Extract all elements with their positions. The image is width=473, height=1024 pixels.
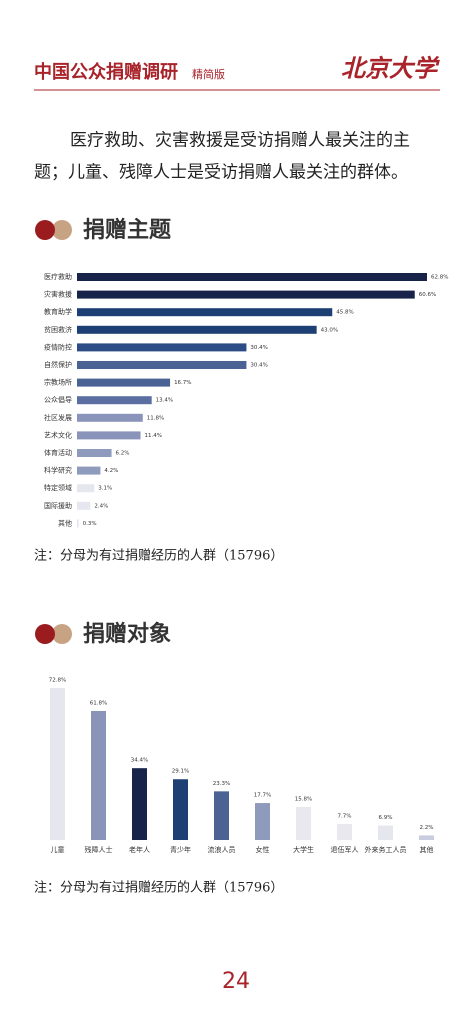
value-label: 29.1%	[172, 769, 189, 775]
bar	[77, 519, 79, 528]
value-label: 7.7%	[338, 813, 352, 819]
paragraph-line: 医疗救助、灾害救援是受访捐赠人最关注的主	[70, 131, 410, 151]
bar	[77, 413, 143, 422]
y-tick-label: 公众倡导	[44, 395, 72, 404]
bar	[50, 688, 65, 840]
y-tick-label: 宗教场所	[44, 378, 72, 387]
value-label: 3.1%	[98, 486, 112, 492]
bar	[77, 273, 427, 281]
y-tick-label: 疫情防控	[44, 342, 72, 351]
x-tick-label: 退伍军人	[331, 845, 359, 854]
x-tick-label: 外来务工人员	[365, 845, 407, 854]
header-subtitle: 精简版	[192, 67, 225, 81]
y-tick-label: 教育助学	[44, 307, 72, 316]
value-label: 17.7%	[254, 793, 271, 799]
value-label: 0.3%	[83, 521, 97, 527]
y-tick-label: 灾害救援	[44, 290, 72, 299]
bar	[296, 807, 311, 840]
bar	[77, 449, 112, 457]
value-label: 11.8%	[147, 415, 164, 421]
value-label: 61.8%	[90, 700, 107, 706]
bar	[337, 823, 352, 840]
header-title: 中国公众捐赠调研	[34, 61, 178, 83]
value-label: 11.4%	[145, 433, 162, 439]
x-tick-label: 大学生	[293, 845, 314, 854]
x-tick-label: 其他	[420, 845, 434, 854]
bar	[77, 396, 152, 405]
bar	[132, 768, 147, 840]
value-label: 23.3%	[213, 781, 230, 787]
header-logo: 北京大学	[341, 54, 440, 83]
bar	[173, 779, 188, 840]
x-tick-label: 儿童	[51, 845, 65, 854]
y-tick-label: 特定领域	[44, 483, 72, 492]
y-tick-label: 科学研究	[44, 466, 72, 475]
y-tick-label: 贫困救济	[44, 325, 72, 334]
value-label: 62.8%	[431, 275, 448, 281]
bar	[255, 803, 270, 840]
bar	[91, 710, 106, 840]
value-label: 2.4%	[94, 503, 108, 509]
bar	[419, 835, 434, 840]
bar	[77, 325, 317, 334]
bar	[77, 501, 91, 510]
x-tick-label: 残障人士	[85, 845, 113, 854]
x-tick-label: 女性	[256, 845, 270, 854]
note: 注：分母为有过捐赠经历的人群（15796）	[34, 548, 283, 564]
section-title: 捐赠主题	[83, 217, 172, 243]
value-label: 6.2%	[116, 451, 130, 457]
bar	[77, 378, 171, 387]
bar	[77, 361, 247, 369]
y-tick-label: 自然保护	[44, 360, 72, 369]
y-tick-label: 医疗救助	[44, 272, 72, 281]
value-label: 16.7%	[174, 380, 191, 386]
bar	[77, 290, 415, 299]
bar	[77, 308, 333, 317]
bar	[77, 484, 95, 493]
x-tick-label: 流浪人员	[208, 845, 236, 854]
value-label: 6.9%	[379, 815, 393, 821]
bar	[378, 825, 393, 840]
y-tick-label: 国际援助	[44, 501, 72, 510]
value-label: 13.4%	[156, 398, 173, 404]
section-title: 捐赠对象	[83, 621, 171, 647]
value-label: 60.6%	[419, 292, 436, 298]
note: 注：分母为有过捐赠经历的人群（15796）	[34, 880, 283, 896]
value-label: 4.2%	[104, 468, 118, 474]
value-label: 72.8%	[49, 678, 66, 684]
bar	[77, 466, 101, 475]
x-tick-label: 青少年	[170, 845, 191, 854]
value-label: 2.2%	[420, 825, 434, 831]
bar	[77, 431, 141, 440]
y-tick-label: 社区发展	[44, 413, 72, 422]
value-label: 15.8%	[295, 797, 312, 803]
bar	[214, 791, 229, 840]
value-label: 30.4%	[250, 345, 267, 351]
y-tick-label: 艺术文化	[44, 430, 72, 439]
bar	[77, 343, 247, 352]
value-label: 45.8%	[336, 310, 353, 316]
value-label: 43.0%	[321, 327, 338, 333]
x-tick-label: 老年人	[129, 845, 150, 854]
page-number: 24	[222, 969, 250, 994]
paragraph-line: 题；儿童、残障人士是受访捐赠人最关注的群体。	[34, 163, 408, 183]
y-tick-label: 体育活动	[44, 448, 72, 457]
section-icon	[35, 220, 72, 644]
value-label: 30.4%	[250, 363, 267, 369]
value-label: 34.4%	[131, 758, 148, 764]
y-tick-label: 其他	[58, 518, 72, 527]
